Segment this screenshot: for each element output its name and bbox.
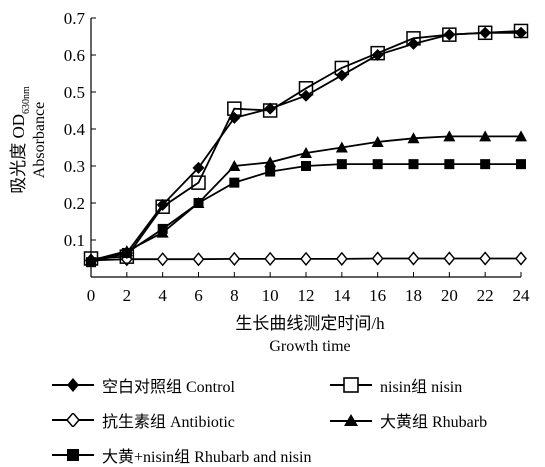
y-tick-label: 0.7 [64, 9, 86, 28]
data-point [300, 251, 312, 266]
data-point [371, 135, 384, 147]
y-tick-label: 0.3 [64, 157, 85, 176]
data-point [120, 246, 133, 259]
data-point [443, 251, 456, 266]
data-point [265, 166, 276, 177]
y-tick-label: 0.2 [64, 194, 85, 213]
data-point [264, 251, 277, 266]
x-tick-label: 4 [158, 286, 167, 305]
data-point [301, 161, 311, 171]
x-tick-label: 2 [123, 286, 132, 305]
data-point [515, 26, 527, 39]
data-point [371, 49, 384, 61]
x-tick-label: 14 [333, 286, 351, 305]
x-tick-label: 0 [87, 286, 96, 305]
data-point [192, 252, 205, 267]
series-open-diamond [85, 251, 527, 268]
y-tick-label: 0.1 [64, 231, 85, 250]
series-line [90, 31, 521, 262]
x-tick-label: 6 [194, 286, 203, 305]
series-filled-square [86, 159, 526, 268]
data-point [229, 177, 240, 188]
data-point [228, 160, 241, 171]
data-point [336, 159, 347, 170]
data-point [156, 252, 169, 267]
data-point [192, 161, 205, 174]
data-point [516, 159, 526, 170]
data-point [156, 198, 169, 211]
x-tick-label: 10 [262, 286, 279, 305]
x-tick-label: 24 [513, 286, 531, 305]
series-filled-triangle [85, 130, 527, 266]
y-tick-label: 0.6 [64, 46, 85, 65]
data-point [480, 159, 491, 170]
data-point [300, 147, 312, 159]
y-tick-label: 0.5 [64, 83, 85, 102]
data-point [300, 89, 312, 102]
data-point [335, 251, 348, 266]
data-point [443, 28, 456, 41]
x-tick-label: 20 [441, 286, 458, 305]
data-point [335, 69, 348, 82]
x-axis-title-cn: 生长曲线测定时间/h [235, 314, 385, 333]
data-point [407, 132, 420, 144]
data-point [85, 254, 97, 267]
data-point [479, 130, 492, 142]
series-layer [83, 23, 529, 268]
series-line [90, 30, 522, 260]
y-axis-title-cn: 吸光度 OD [9, 114, 28, 194]
data-point [407, 251, 420, 266]
y-axis-title-subscript: 630nm [21, 86, 32, 114]
data-point [191, 175, 206, 190]
data-point [479, 26, 492, 39]
y-axis-title-en: Absorbance [31, 102, 48, 178]
x-tick-label: 12 [298, 286, 315, 305]
y-tick-label: 0.4 [64, 120, 86, 139]
data-point [371, 251, 384, 266]
data-point [335, 141, 348, 153]
data-point [228, 111, 241, 124]
data-point [264, 156, 277, 168]
series-filled-diamond [85, 26, 527, 267]
data-point [443, 130, 456, 142]
x-axis-title-en: Growth time [269, 338, 350, 355]
data-point [408, 159, 419, 170]
x-tick-label: 16 [369, 286, 386, 305]
x-tick-label: 8 [230, 286, 239, 305]
data-point [444, 159, 455, 170]
data-point [228, 251, 241, 266]
x-tick-label: 22 [477, 286, 494, 305]
y-axis-title: 吸光度 OD630nm [9, 86, 32, 194]
data-point [479, 251, 492, 266]
data-point [156, 226, 169, 238]
data-point [407, 37, 420, 50]
axes: 0 2 4 6 8 10 12 14 16 18 20 22 240.10.20.30.40.50.60… [64, 9, 530, 305]
data-point [372, 159, 383, 170]
data-point [515, 251, 527, 266]
data-point [264, 102, 277, 115]
data-point [192, 197, 205, 208]
data-point [515, 130, 527, 142]
x-tick-label: 18 [405, 286, 422, 305]
series-open-square [83, 23, 529, 266]
